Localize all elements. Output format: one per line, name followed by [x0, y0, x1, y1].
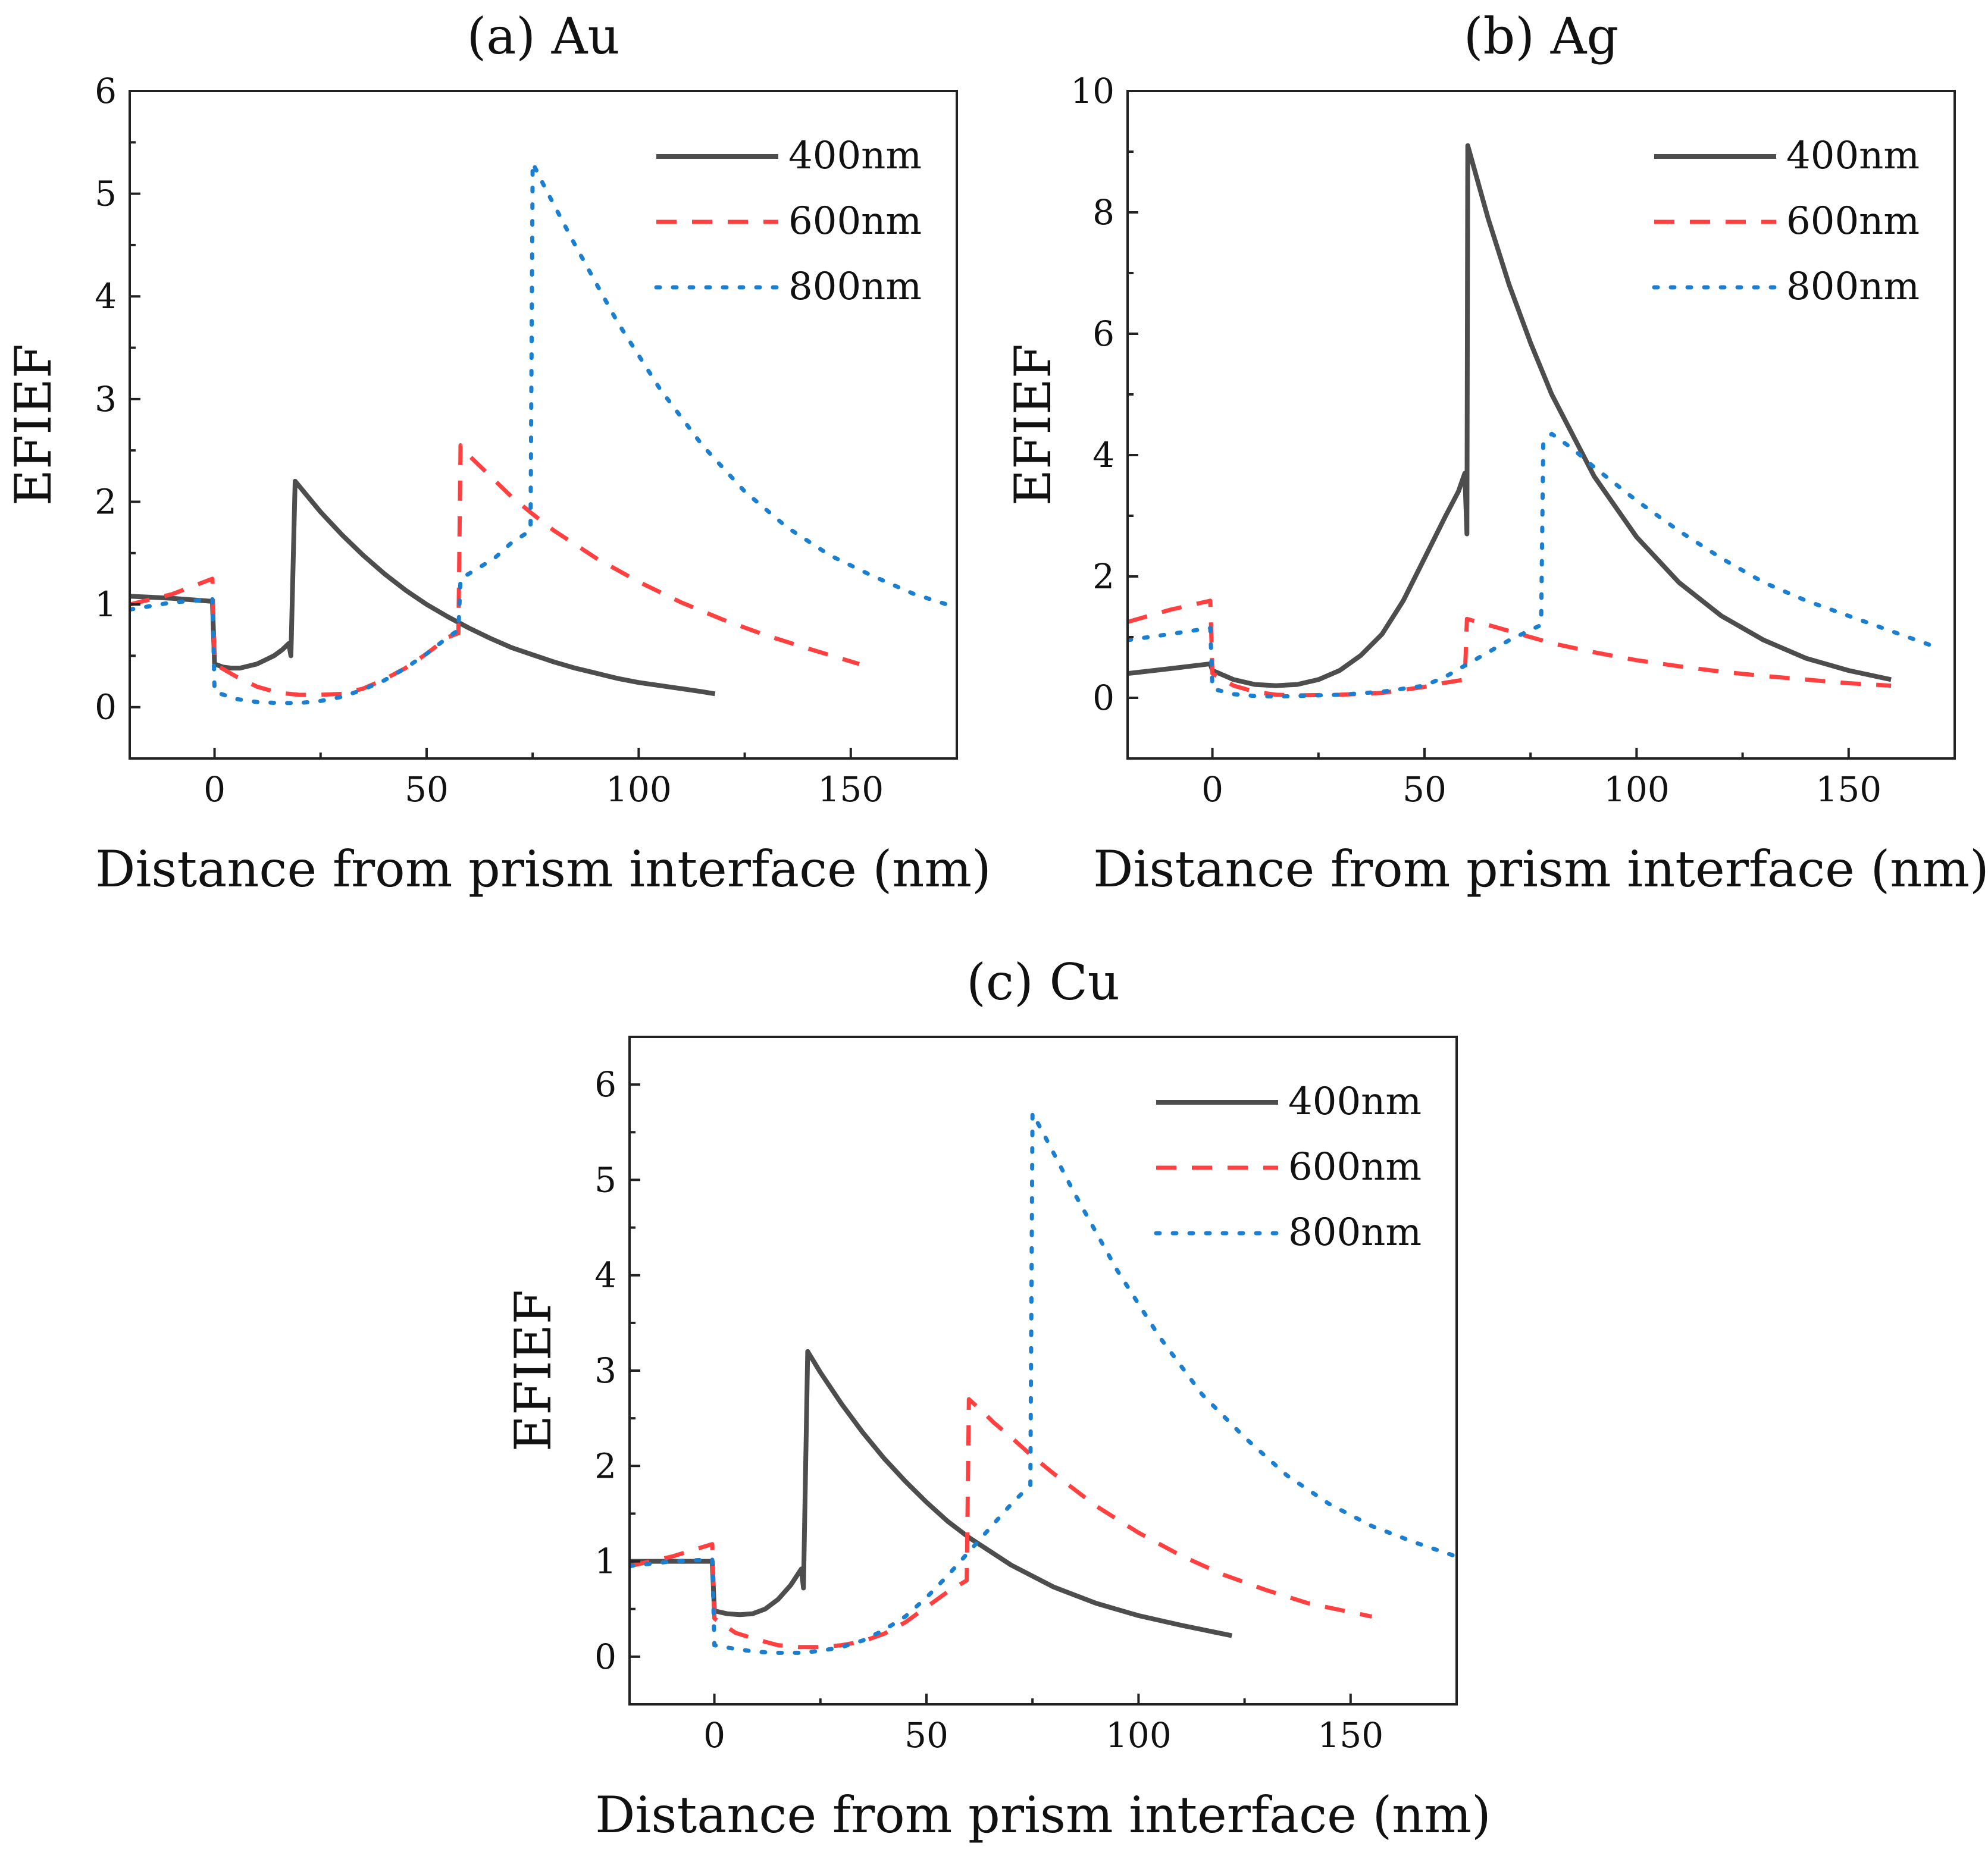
y-tick-label: 0 — [594, 1637, 616, 1677]
series-group — [1128, 143, 1936, 699]
series-line-600nm — [130, 443, 860, 697]
y-tick-label: 2 — [95, 481, 117, 522]
legend-label: 400nm — [788, 134, 922, 178]
series-group — [630, 1111, 1457, 1655]
plot-frame — [1126, 90, 1956, 760]
y-tick-label: 5 — [95, 174, 117, 214]
x-tick-label: 150 — [1317, 1715, 1383, 1755]
x-tick-label: 100 — [1604, 769, 1670, 810]
y-tick-label: 1 — [594, 1541, 616, 1582]
series-line-400nm — [630, 1349, 1233, 1638]
series-line-400nm — [1128, 143, 1892, 688]
series-line-600nm — [1128, 598, 1892, 698]
y-tick-label: 0 — [95, 687, 117, 728]
plot-frame — [129, 90, 958, 760]
y-axis-title: EFIEF — [1004, 344, 1062, 506]
y-tick-label: 2 — [594, 1446, 616, 1486]
y-tick-label: 6 — [594, 1064, 616, 1105]
y-axis-title: EFIEF — [4, 344, 62, 506]
legend-label: 800nm — [1288, 1211, 1422, 1255]
panel-cu: (c) Cu 0 50 100 150 0 1 2 3 4 5 6 Distance from pris… — [504, 953, 1491, 1844]
legend-label: 600nm — [1786, 199, 1920, 243]
x-tick-label: 0 — [703, 1715, 725, 1755]
chart-title: (c) Cu — [966, 953, 1120, 1011]
panel-au: (a) Au 0 50 100 150 0 1 2 3 4 5 6 Distance from pris… — [4, 7, 991, 898]
y-tick-label: 10 — [1070, 71, 1114, 111]
series-line-800nm — [630, 1111, 1457, 1655]
y-tick-label: 3 — [594, 1350, 616, 1391]
y-tick-label: 3 — [95, 379, 117, 419]
x-tick-label: 50 — [1402, 769, 1447, 810]
x-axis-title: Distance from prism interface (nm) — [1093, 840, 1988, 898]
series-line-400nm — [130, 478, 716, 697]
x-tick-label: 50 — [904, 1715, 948, 1755]
x-axis-title: Distance from prism interface (nm) — [595, 1786, 1491, 1844]
series-group — [130, 161, 957, 706]
legend-label: 800nm — [1786, 265, 1920, 309]
y-tick-label: 4 — [1092, 435, 1114, 475]
x-tick-label: 100 — [1106, 1715, 1172, 1755]
chart-title: (a) Au — [467, 7, 619, 65]
y-axis-title: EFIEF — [504, 1290, 562, 1452]
plot-frame — [628, 1036, 1458, 1706]
y-tick-label: 2 — [1092, 556, 1114, 597]
y-tick-label: 8 — [1092, 192, 1114, 233]
series-line-800nm — [130, 161, 957, 706]
y-tick-label: 6 — [95, 71, 117, 111]
y-tick-label: 0 — [1092, 678, 1114, 718]
panel-ag: (b) Ag 0 50 100 150 0 2 4 6 8 10 Distance from pris… — [1004, 7, 1988, 898]
legend-label: 400nm — [1288, 1080, 1422, 1124]
series-line-800nm — [1128, 431, 1936, 699]
legend-label: 400nm — [1786, 134, 1920, 178]
x-tick-label: 50 — [405, 769, 449, 810]
x-axis-title: Distance from prism interface (nm) — [95, 840, 991, 898]
x-tick-label: 150 — [1815, 769, 1881, 810]
y-tick-label: 1 — [95, 584, 117, 625]
x-tick-label: 0 — [1201, 769, 1223, 810]
x-tick-label: 150 — [818, 769, 884, 810]
y-tick-label: 4 — [594, 1255, 616, 1296]
legend-label: 600nm — [788, 199, 922, 243]
legend-label: 600nm — [1288, 1145, 1422, 1189]
legend-label: 800nm — [788, 265, 922, 309]
y-tick-label: 6 — [1092, 314, 1114, 354]
y-tick-label: 5 — [594, 1159, 616, 1200]
series-line-600nm — [630, 1397, 1373, 1650]
x-tick-label: 0 — [204, 769, 226, 810]
chart-title: (b) Ag — [1464, 7, 1618, 65]
x-tick-label: 100 — [606, 769, 672, 810]
y-tick-label: 4 — [95, 276, 117, 316]
